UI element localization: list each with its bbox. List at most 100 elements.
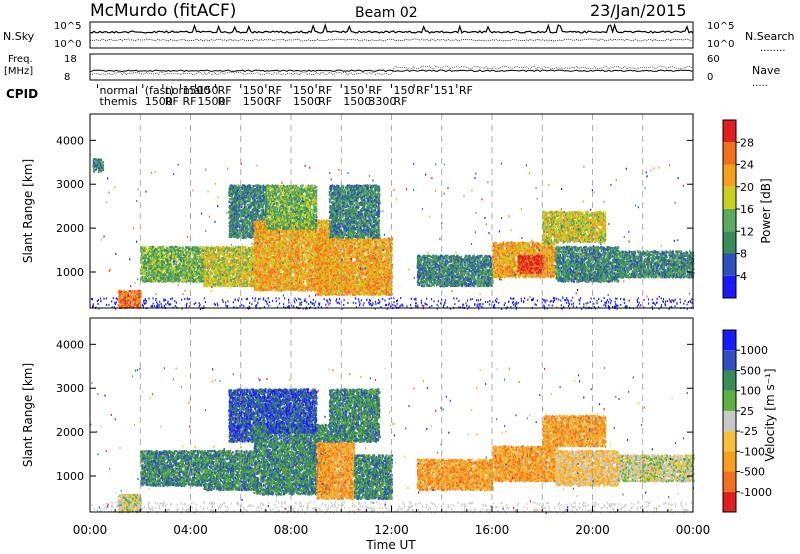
ground-scatter-pixel: [683, 303, 684, 305]
ground-scatter-pixel: [98, 303, 99, 305]
ground-scatter-pixel: [184, 298, 185, 300]
ground-scatter-pixel: [186, 304, 187, 306]
ground-scatter-pixel: [566, 297, 567, 299]
ground-scatter-pixel: [571, 303, 572, 305]
ground-scatter-pixel: [477, 304, 478, 306]
ground-scatter-pixel: [372, 302, 373, 304]
ground-scatter-pixel: [482, 303, 483, 305]
ground-scatter-pixel: [154, 305, 155, 307]
ground-scatter-pixel: [629, 300, 630, 302]
ground-scatter-pixel: [176, 302, 177, 304]
ground-scatter-pixel: [145, 302, 146, 304]
ground-scatter-pixel: [465, 302, 466, 304]
ground-scatter-pixel: [620, 298, 621, 300]
ground-scatter-pixel: [468, 305, 469, 307]
ground-scatter-pixel: [268, 298, 269, 300]
power-data: [90, 114, 694, 310]
ground-scatter-pixel: [554, 299, 555, 301]
ground-scatter-pixel: [425, 303, 426, 305]
freq-tick-top: 18: [64, 54, 77, 65]
ground-scatter-pixel: [397, 303, 398, 305]
ground-scatter-pixel: [237, 299, 238, 301]
ground-scatter-pixel: [543, 305, 544, 307]
ground-scatter-pixel: [394, 301, 395, 303]
ground-scatter-pixel: [393, 297, 394, 299]
ground-scatter-pixel: [438, 300, 439, 302]
ground-scatter-pixel: [612, 306, 613, 308]
ground-scatter-pixel: [665, 303, 666, 305]
ground-scatter-pixel: [607, 299, 608, 301]
cpid-text-bottom: RF: [318, 95, 332, 108]
ground-scatter-pixel: [338, 302, 339, 304]
ground-scatter-pixel: [355, 302, 356, 304]
ground-scatter-pixel: [172, 297, 173, 299]
ground-scatter-pixel: [445, 299, 446, 301]
ground-scatter-pixel: [610, 302, 611, 304]
cpid-text-bottom: RF: [268, 95, 282, 108]
ground-scatter-pixel: [508, 301, 509, 303]
ground-scatter-pixel: [652, 302, 653, 304]
ground-scatter-pixel: [431, 305, 432, 307]
ground-scatter-pixel: [315, 301, 316, 303]
ground-scatter-pixel: [289, 305, 290, 307]
radar-plot: McMurdo (fitACF) Beam 02 23/Jan/2015 N.S…: [0, 0, 800, 554]
ground-scatter-pixel: [479, 305, 480, 307]
cpid-text-top: RF: [416, 84, 430, 97]
ground-scatter-pixel: [489, 300, 490, 302]
ground-scatter-pixel: [168, 303, 169, 305]
ground-scatter-pixel: [161, 305, 162, 307]
beam-label: Beam 02: [355, 5, 418, 21]
ground-scatter-pixel: [389, 298, 390, 300]
ground-scatter-pixel: [601, 300, 602, 302]
ground-scatter-pixel: [544, 299, 545, 301]
ground-scatter-pixel: [214, 303, 215, 305]
ground-scatter-pixel: [406, 305, 407, 307]
ground-scatter-pixel: [222, 299, 223, 301]
ground-scatter-pixel: [372, 304, 373, 306]
ground-scatter-pixel: [615, 298, 616, 300]
ground-scatter-pixel: [690, 300, 691, 302]
ground-scatter-pixel: [422, 305, 423, 307]
ground-scatter-pixel: [227, 300, 228, 302]
ground-scatter-pixel: [314, 305, 315, 307]
ground-scatter-pixel: [161, 303, 162, 305]
date-label: 23/Jan/2015: [590, 1, 687, 20]
ground-scatter-pixel: [313, 299, 314, 301]
ground-scatter-pixel: [593, 303, 594, 305]
ground-scatter-pixel: [299, 304, 300, 306]
noise-traces: [90, 25, 693, 41]
ground-scatter-pixel: [444, 302, 445, 304]
ground-scatter-pixel: [515, 303, 516, 305]
ground-scatter-pixel: [379, 301, 380, 303]
ground-scatter-pixel: [676, 303, 677, 305]
ground-scatter-pixel: [359, 304, 360, 306]
ground-scatter-pixel: [266, 301, 267, 303]
ground-scatter-pixel: [339, 303, 340, 305]
ground-scatter-pixel: [306, 301, 307, 303]
ground-scatter-pixel: [353, 302, 354, 304]
ground-scatter-pixel: [336, 300, 337, 302]
ground-scatter-pixel: [472, 298, 473, 300]
ground-scatter-pixel: [203, 305, 204, 307]
ground-scatter-pixel: [512, 302, 513, 304]
ground-scatter-pixel: [145, 299, 146, 301]
ground-scatter-pixel: [680, 298, 681, 300]
ground-scatter-pixel: [527, 299, 528, 301]
ground-scatter-pixel: [414, 298, 415, 300]
ground-scatter-pixel: [515, 305, 516, 307]
ground-scatter-pixel: [553, 300, 554, 302]
ground-scatter-pixel: [308, 303, 309, 305]
ground-scatter-pixel: [259, 298, 260, 300]
ground-scatter-pixel: [199, 304, 200, 306]
ground-scatter-pixel: [617, 305, 618, 307]
ground-scatter-pixel: [495, 299, 496, 301]
cpid-text-bottom: RF: [218, 95, 232, 108]
ground-scatter-pixel: [657, 302, 658, 304]
ground-scatter-pixel: [310, 301, 311, 303]
ground-scatter-pixel: [605, 304, 606, 306]
ground-scatter-pixel: [648, 303, 649, 305]
ground-scatter-pixel: [301, 301, 302, 303]
ground-scatter-pixel: [545, 301, 546, 303]
ground-scatter-pixel: [608, 301, 609, 303]
ground-scatter-pixel: [225, 305, 226, 307]
